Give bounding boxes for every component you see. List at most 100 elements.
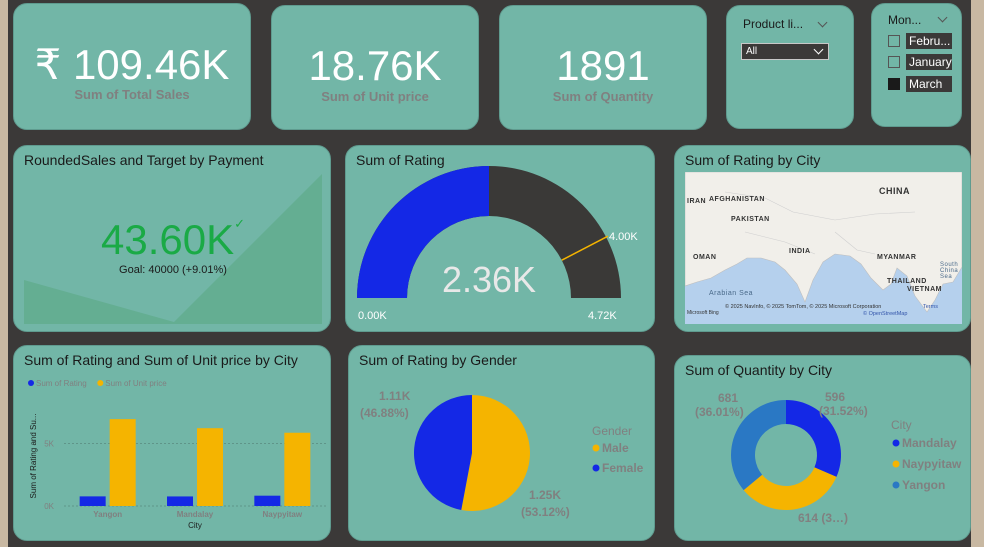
map-copyright: © 2025 NavInfo, © 2025 TomTom, © 2025 Mi… (725, 304, 882, 310)
pie-chart-card[interactable]: Sum of Rating by Gender 1.25K (53.12%) 1.1… (348, 345, 655, 541)
checkbox-march[interactable] (888, 78, 900, 90)
kpi-quantity-label: Sum of Quantity (552, 89, 654, 104)
donut-segment (786, 400, 841, 477)
month-option-january[interactable]: January (888, 54, 952, 70)
kpi-card-quantity[interactable]: 1891 Sum of Quantity (499, 5, 707, 130)
gauge-card[interactable]: Sum of Rating 2.36K 0.00K 4.72K 4.00K (345, 145, 655, 332)
legend-marker (592, 444, 600, 452)
month-slicer[interactable]: Mon... Febru... January March (871, 3, 962, 127)
dashboard-canvas: ₹ 109.46K Sum of Total Sales 18.76K Sum … (8, 0, 971, 547)
chevron-down-icon[interactable] (817, 17, 828, 28)
gauge-max-label: 4.72K (588, 310, 617, 322)
kpi-target-card[interactable]: RoundedSales and Target by Payment 43.60… (13, 145, 331, 332)
bar (79, 496, 106, 506)
bar-chart-card[interactable]: Sum of Rating and Sum of Unit price by C… (13, 345, 331, 541)
data-label: 596 (825, 390, 845, 404)
kpi-card-unit-price[interactable]: 18.76K Sum of Unit price (271, 5, 479, 130)
map-land (685, 172, 962, 313)
kpi-target-title: RoundedSales and Target by Payment (24, 152, 264, 168)
map-label: IRAN (687, 198, 707, 205)
chevron-down-icon[interactable] (937, 12, 948, 23)
kpi-unit-price-value: 18.76K (308, 42, 442, 89)
gauge-target-label: 4.00K (609, 231, 638, 243)
bar (254, 495, 281, 506)
gauge-fill (357, 166, 489, 298)
map-label: AFGHANISTAN (709, 196, 765, 203)
legend-marker (892, 439, 900, 447)
legend-label: Naypyitaw (902, 457, 962, 471)
legend-label: Yangon (902, 478, 945, 492)
donut-chart-card[interactable]: Sum of Quantity by City 596 (31.52%) 614 (… (674, 355, 971, 541)
map-label: CHINA (879, 186, 910, 196)
kpi-unit-price-label: Sum of Unit price (321, 89, 429, 104)
kpi-total-sales-value: ₹ 109.46K (34, 41, 230, 88)
month-option-february[interactable]: Febru... (888, 33, 952, 49)
check-icon: ✓ (234, 216, 246, 231)
osm-link[interactable]: © OpenStreetMap (863, 311, 908, 317)
bar-chart: Sum of Rating Sum of Unit price 0K 5K Sum of… (28, 379, 326, 530)
pie-chart-title: Sum of Rating by Gender (359, 352, 517, 368)
month-option-march[interactable]: March (888, 76, 952, 92)
map-label: South China Sea (940, 262, 959, 280)
month-option-label: January (906, 54, 952, 70)
donut-chart: 596(31.52%) 614 (3…) 681(36.01%) City Mandal… (695, 390, 962, 525)
gauge-target-marker (561, 235, 609, 261)
dropdown-chevron-icon (813, 44, 824, 55)
gauge-title: Sum of Rating (356, 152, 445, 168)
map-title: Sum of Rating by City (685, 152, 821, 168)
bar (284, 432, 311, 506)
kpi-quantity-value: 1891 (556, 42, 650, 89)
pie-chart: 1.25K (53.12%) 1.11K (46.88%) Gender Male Fema… (360, 389, 644, 519)
product-line-slicer-title: Product li... (743, 17, 804, 31)
kpi-card-total-sales[interactable]: ₹ 109.46K Sum of Total Sales (13, 3, 251, 130)
data-label: 1.11K (379, 389, 411, 403)
legend-marker (97, 380, 104, 386)
bar (109, 419, 136, 506)
bar (167, 496, 193, 506)
kpi-total-sales-label: Sum of Total Sales (74, 87, 190, 102)
checkbox-january[interactable] (888, 56, 900, 68)
legend-marker (592, 464, 600, 472)
y-tick-label: 0K (44, 502, 54, 511)
gauge-value-label: 2.36K (442, 259, 536, 300)
map-label: OMAN (693, 254, 717, 261)
map-terms-link[interactable]: Terms (923, 304, 938, 310)
map-label: MYANMAR (877, 254, 917, 261)
x-tick-label: Yangon (93, 510, 122, 519)
data-label: (46.88%) (360, 406, 409, 420)
month-option-label: Febru... (906, 33, 952, 49)
bar-chart-title: Sum of Rating and Sum of Unit price by C… (24, 352, 298, 368)
gauge-min-label: 0.00K (358, 310, 387, 322)
x-tick-label: Mandalay (177, 510, 214, 519)
kpi-target-value-row: 43.60K✓ (14, 216, 330, 264)
map-canvas[interactable]: AFGHANISTAN CHINA IRAN PAKISTAN INDIA OM… (685, 172, 962, 324)
legend-title: Gender (592, 424, 632, 438)
data-label: 614 (3…) (798, 511, 848, 525)
y-tick-label: 5K (44, 440, 54, 449)
pie-slice (414, 395, 472, 510)
y-axis-label: Sum of Rating and Su... (29, 414, 38, 499)
legend-marker (28, 380, 34, 386)
checkbox-february[interactable] (888, 35, 900, 47)
map-card[interactable]: Sum of Rating by City AFGHANISTAN CHINA … (674, 145, 971, 332)
product-line-slicer[interactable]: Product li... All (726, 5, 854, 129)
kpi-target-value: 43.60K (100, 216, 235, 263)
data-label: 681 (718, 391, 738, 405)
map-label: INDIA (789, 248, 811, 255)
map-label: THAILAND (887, 278, 927, 285)
product-line-dropdown[interactable]: All (741, 43, 829, 60)
legend-label: Male (602, 441, 629, 455)
data-label: (53.12%) (521, 505, 570, 519)
donut-segment (743, 467, 837, 510)
legend-label: Sum of Unit price (105, 379, 167, 388)
gauge-chart: 2.36K 0.00K 4.72K 4.00K (357, 166, 638, 322)
bing-logo: Microsoft Bing (687, 310, 719, 316)
month-slicer-title: Mon... (888, 13, 922, 27)
data-label: (31.52%) (819, 404, 868, 418)
legend-label: Mandalay (902, 436, 957, 450)
x-axis-label: City (188, 521, 202, 530)
data-label: (36.01%) (695, 405, 744, 419)
legend-marker (892, 481, 900, 489)
map-label: Arabian Sea (709, 290, 754, 297)
legend-title: City (891, 418, 912, 432)
